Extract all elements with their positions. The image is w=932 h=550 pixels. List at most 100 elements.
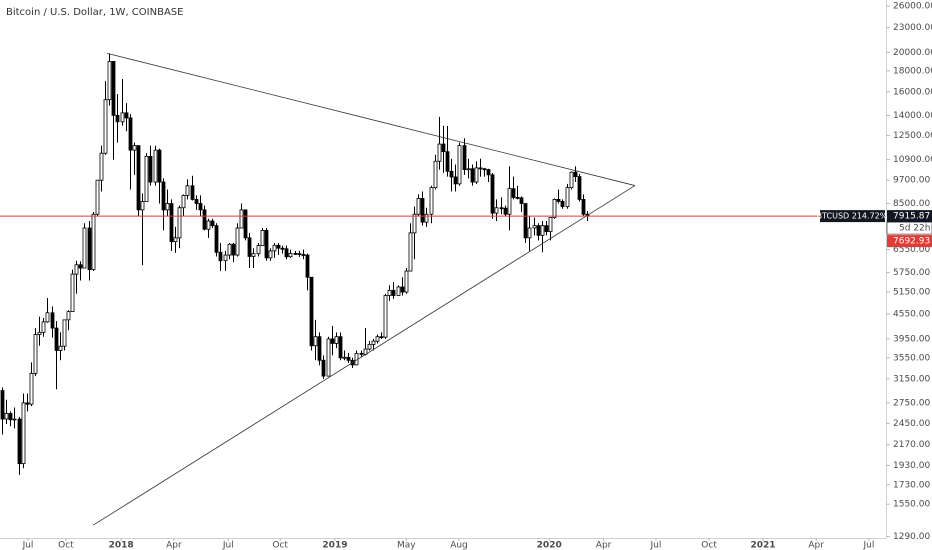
y-tick-label: 16000.00 [893,87,932,97]
candle-body [536,225,541,236]
y-tick-label: 8500.00 [893,199,930,209]
candle-body [66,311,71,321]
x-tick-label: Jul [863,541,875,550]
candle-body [82,227,87,269]
candle-body [103,99,108,154]
candle-body [515,197,520,199]
candle-body [457,145,462,185]
candle-body [499,207,504,210]
candle-body [206,220,211,230]
candle-body [565,187,570,208]
candle-body [223,254,228,262]
y-tick-label: 2450.00 [893,419,930,429]
trendline [92,185,636,526]
x-tick-label: Oct [701,541,717,550]
candle-body [371,340,376,345]
candle-body [326,338,331,377]
x-tick-label: 2019 [322,541,347,550]
plot [0,52,636,526]
candle-body [124,112,129,119]
y-tick-label: 18000.00 [893,66,932,76]
candle-body [321,359,326,377]
candle-body [416,198,421,215]
x-tick-label: 2020 [537,541,562,550]
candle-body [297,253,302,256]
y-tick-label: 3150.00 [893,374,930,384]
candle-body [91,213,96,270]
candle-body [342,356,347,359]
y-tick-label: 23000.00 [893,23,932,33]
y-tick-label: 14000.00 [893,111,932,121]
candle-body [383,295,388,338]
candle-body [218,251,223,262]
candle-body [144,155,149,202]
candle-body [185,185,190,196]
candle-body [29,372,34,405]
candle-body [544,225,549,233]
countdown-box [886,221,932,235]
candle-body [540,225,545,236]
y-tick-label: 3950.00 [893,334,930,344]
y-tick-label: 2170.00 [893,440,930,450]
candle-body [276,244,281,249]
candle-body [482,168,487,171]
candle-body [157,149,162,183]
candle-body [251,253,256,257]
candle-body [25,402,30,405]
y-tick-label: 1550.00 [893,500,930,510]
candle-body [317,336,322,361]
candle-body [272,244,277,252]
candle-body [400,286,405,293]
candle-body [140,201,145,211]
candle-body [453,176,458,185]
candle-body [128,117,133,151]
y-tick-label: 5150.00 [893,288,930,298]
candle-body [111,61,116,116]
candle-body [181,195,186,209]
candle-body [379,336,384,339]
candle-body [338,336,343,359]
candle-body [293,252,298,255]
candle-body [177,207,182,239]
y-tick-label: 26000.00 [893,2,932,12]
candle-body [148,155,153,183]
candle-body [408,232,413,272]
y-tick-label: 9700.00 [893,176,930,186]
candle-body [396,286,401,296]
candle-body [486,169,491,176]
candle-body [449,170,454,178]
candle-body [412,213,417,234]
candle-body [581,199,586,215]
candle-body [21,402,26,465]
candle-body [288,252,293,258]
candle-body [346,356,351,361]
y-tick-label: 6550.00 [893,245,930,255]
candle-body [474,167,479,183]
candle-body [17,418,22,465]
candle-body [437,143,442,162]
candle-body [198,203,203,211]
candle-body [243,209,248,239]
candle-body [548,217,553,233]
candle-body [202,209,207,230]
candle-body [284,248,289,258]
candle-body [115,114,120,123]
candle-body [173,237,178,243]
candle-body [214,225,219,253]
candle-body [532,225,537,229]
candle-body [359,352,364,355]
y-tick-label: 2750.00 [893,398,930,408]
candle-body [260,230,265,246]
candle-body [433,160,438,189]
candle-body [391,289,396,296]
countdown-label: 5d 22h [899,224,930,234]
candle-body [190,185,195,200]
y-tick-label: 1290.00 [893,532,930,542]
candle-body [62,319,67,347]
candle-body [552,199,557,218]
x-tick-label: Jul [222,541,234,550]
candle-body [268,250,273,259]
candle-body [194,199,199,204]
candle-body [136,145,141,211]
y-tick-label: 20000.00 [893,48,932,58]
